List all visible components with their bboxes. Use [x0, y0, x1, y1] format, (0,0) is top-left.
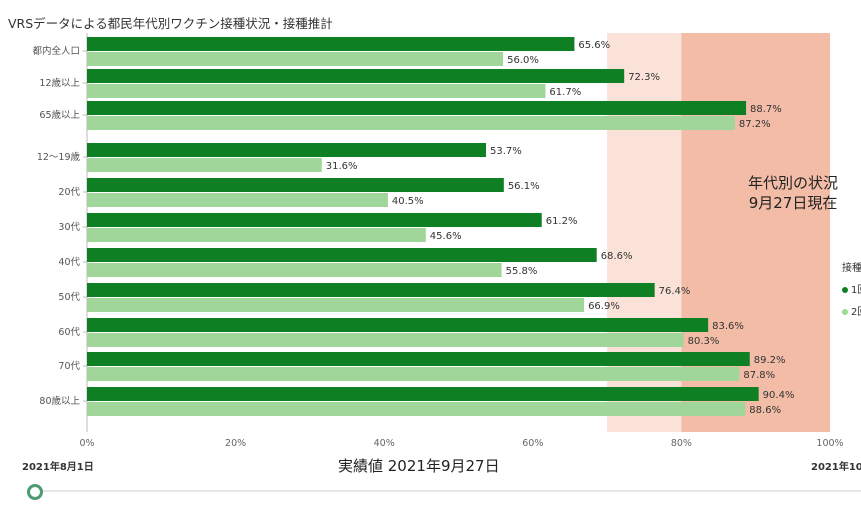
annotation-note: 年代別の状況 9月27日現在: [748, 173, 838, 213]
data-label-dose1: 65.6%: [578, 40, 610, 51]
category-label: 12～19歳: [37, 151, 81, 163]
category-label: 80歳以上: [39, 395, 80, 407]
bar-dose2: [87, 52, 504, 66]
data-label-dose1: 68.6%: [601, 251, 633, 262]
bar-dose1: [87, 318, 709, 332]
bar-dose1: [87, 143, 486, 157]
bar-dose2: [87, 263, 502, 277]
data-label-dose1: 76.4%: [659, 286, 691, 297]
slider-start-date: 2021年8月1日: [22, 462, 94, 473]
bar-dose1: [87, 283, 655, 297]
bar-dose2: [87, 402, 746, 416]
data-label-dose2: 80.3%: [688, 336, 720, 347]
data-label-dose2: 45.6%: [430, 231, 462, 242]
category-label: 70代: [58, 361, 80, 372]
data-label-dose2: 55.8%: [506, 266, 538, 277]
data-label-dose1: 53.7%: [490, 146, 522, 157]
legend-swatch-dose1: [842, 287, 848, 293]
slider-thumb[interactable]: [27, 484, 43, 500]
date-slider: 2021年8月1日 実績値 2021年9月27日 2021年10: [0, 455, 861, 505]
bar-dose1: [87, 101, 747, 115]
x-tick-label: 60%: [522, 438, 543, 449]
bar-dose1: [87, 69, 625, 83]
bar-dose2: [87, 84, 546, 98]
x-tick-label: 100%: [816, 438, 843, 449]
chart-title: VRSデータによる都民年代別ワクチン接種状況・接種推計: [8, 16, 333, 31]
bar-dose1: [87, 178, 504, 192]
data-label-dose2: 66.9%: [588, 301, 620, 312]
bar-dose2: [87, 158, 322, 172]
data-label-dose1: 61.2%: [546, 216, 578, 227]
data-label-dose1: 83.6%: [712, 321, 744, 332]
category-label: 65歳以上: [39, 109, 80, 121]
note-line-2: 9月27日現在: [748, 194, 838, 212]
category-label: 都内全人口: [32, 45, 80, 57]
legend-label-dose1: 1回: [851, 285, 861, 296]
category-label: 60代: [58, 327, 80, 338]
bar-dose2: [87, 333, 684, 347]
legend-label-dose2: 2回: [851, 307, 861, 318]
legend-title: 接種: [842, 263, 861, 274]
category-label: 12歳以上: [39, 77, 80, 89]
legend-swatch-dose2: [842, 309, 848, 315]
bar-dose1: [87, 387, 759, 401]
data-label-dose2: 88.6%: [749, 405, 781, 416]
legend-item-dose1[interactable]: 1回: [842, 280, 861, 302]
legend-item-dose2[interactable]: 2回: [842, 302, 861, 324]
category-label: 30代: [58, 222, 80, 233]
bar-dose1: [87, 37, 575, 51]
category-label: 50代: [58, 292, 80, 303]
data-label-dose1: 88.7%: [750, 104, 782, 115]
data-label-dose1: 72.3%: [628, 72, 660, 83]
slider-end-date: 2021年10: [811, 462, 861, 473]
data-label-dose2: 40.5%: [392, 196, 424, 207]
x-tick-label: 40%: [374, 438, 395, 449]
bar-dose2: [87, 193, 388, 207]
bar-dose2: [87, 228, 426, 242]
data-label-dose2: 87.2%: [739, 119, 771, 130]
bar-dose1: [87, 352, 750, 366]
category-label: 40代: [58, 257, 80, 268]
bar-dose2: [87, 298, 585, 312]
legend: 接種 1回 2回: [842, 258, 861, 324]
slider-current-date: 実績値 2021年9月27日: [338, 457, 500, 475]
bar-dose2: [87, 116, 735, 130]
data-label-dose2: 31.6%: [326, 161, 358, 172]
category-label: 20代: [58, 187, 80, 198]
data-label-dose1: 90.4%: [763, 390, 795, 401]
x-tick-label: 20%: [225, 438, 246, 449]
data-label-dose2: 61.7%: [549, 87, 581, 98]
data-label-dose1: 56.1%: [508, 181, 540, 192]
data-label-dose1: 89.2%: [754, 355, 786, 366]
data-label-dose2: 87.8%: [743, 370, 775, 381]
bar-dose1: [87, 248, 597, 262]
slider-track[interactable]: [36, 490, 861, 492]
bar-chart: 都内全人口 65.6% 56.0% 12歳以上 72.3% 61.7% 65歳以上 88.7%…: [32, 33, 844, 449]
data-label-dose2: 56.0%: [507, 55, 539, 66]
bar-dose1: [87, 213, 542, 227]
x-tick-label: 80%: [671, 438, 692, 449]
note-line-1: 年代別の状況: [748, 174, 839, 192]
x-tick-label: 0%: [79, 438, 94, 449]
bar-dose2: [87, 367, 740, 381]
